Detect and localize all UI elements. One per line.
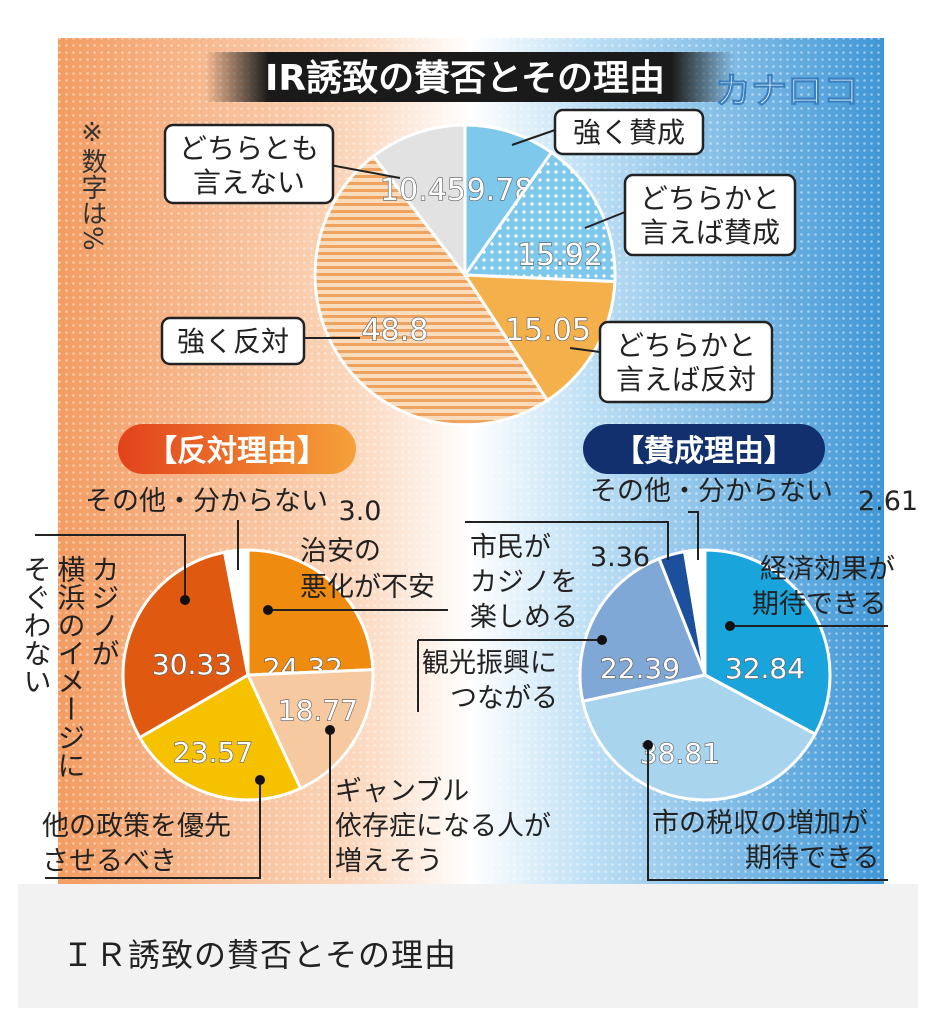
pie-overall: 9.78 15.92 15.05 48.8 10.45 (313, 123, 617, 427)
pie-value-label: 48.8 (362, 313, 429, 348)
pie-slice (245, 668, 375, 791)
label-support-economy-1: 経済効果が (760, 554, 895, 585)
pie-value-label: 30.33 (152, 648, 232, 681)
pie-support-reasons: 32.84 38.81 22.39 3.36 2.61 (578, 486, 918, 802)
label-support-citizens-1: 市民が (470, 532, 551, 563)
pie-value-label: 3.36 (590, 542, 650, 573)
pie-value-label: 32.84 (725, 652, 805, 685)
label-oppose-image: カジノが 横浜のイメージに そぐわない (20, 555, 121, 779)
pie-value-label: 38.81 (640, 737, 720, 770)
pie-value-label: 15.92 (517, 238, 603, 273)
svg-text:どちらかと: どちらかと (616, 329, 756, 362)
pie-slice (463, 123, 554, 280)
watermark-logo: カナロコ (715, 71, 859, 112)
pie-slice (246, 548, 375, 677)
pie-value-label: 22.39 (600, 652, 680, 685)
callout-somewhat-oppose: どちらかと 言えば反対 (598, 320, 774, 404)
pie-value-label: 10.45 (380, 173, 466, 208)
label-oppose-security-2: 悪化が不安 (300, 572, 435, 603)
leader-dots (180, 595, 735, 785)
label-support-tourism-2: つながる (450, 683, 558, 714)
label-oppose-other: その他・分からない (85, 486, 328, 517)
caption-box (18, 884, 918, 1008)
label-support-economy-2: 期待できる (752, 589, 886, 620)
pie-value-label: 23.57 (173, 736, 253, 769)
svg-text:そぐわない: そぐわない (20, 555, 53, 695)
label-support-tax-1: 市の税収の増加が (652, 808, 868, 839)
label-oppose-policy-1: 他の政策を優先 (42, 811, 231, 842)
label-oppose-gambling-1: ギャンブル (335, 776, 469, 807)
pie-value-label: 15.05 (505, 313, 591, 348)
label-support-citizens-3: 楽しめる (470, 602, 578, 633)
leader-lines (35, 129, 888, 881)
unit-note: ※数字は% (77, 118, 107, 251)
label-support-other: その他・分からない (590, 476, 833, 507)
tag-oppose-reasons: 【反対理由】 (118, 424, 356, 474)
svg-text:強く反対: 強く反対 (177, 325, 289, 358)
tag-support-reasons: 【賛成理由】 (583, 424, 825, 474)
pie-slice (222, 548, 250, 676)
title-bar (205, 52, 735, 102)
pie-slice (137, 672, 303, 802)
pie-value-label: 3.0 (339, 496, 382, 527)
callout-strong-support: 強く賛成 (553, 108, 705, 156)
pie-slice (578, 556, 708, 703)
pie-slice (462, 273, 617, 403)
pie-slice (462, 150, 617, 284)
pie-slice (121, 550, 250, 740)
pie-slice (371, 123, 467, 280)
svg-text:どちらかと: どちらかと (640, 182, 780, 215)
svg-text:【反対理由】: 【反対理由】 (147, 434, 327, 469)
label-support-tax-2: 期待できる (745, 843, 879, 874)
pie-slice (580, 673, 818, 802)
callout-neither: どちらとも 言えない (163, 123, 335, 205)
pie-slice (703, 548, 832, 737)
svg-text:強く賛成: 強く賛成 (573, 116, 685, 149)
image-caption: ＩＲ誘致の賛否とその理由 (62, 936, 458, 974)
callout-strong-oppose: 強く反対 (160, 316, 306, 366)
svg-text:言えない: 言えない (193, 166, 305, 199)
svg-text:どちらとも: どちらとも (179, 132, 319, 165)
label-oppose-security-1: 治安の (300, 536, 381, 567)
pie-slice (682, 548, 707, 676)
chart-title: IR誘致の賛否とその理由 (265, 58, 665, 99)
label-oppose-policy-2: させるべき (42, 846, 177, 877)
svg-text:カジノが: カジノが (88, 555, 121, 667)
callout-somewhat-support: どちらかと 言えば賛成 (623, 173, 797, 257)
svg-text:【賛成理由】: 【賛成理由】 (614, 434, 794, 469)
pie-slice (313, 154, 550, 427)
support-reason-labels: その他・分からない 市民が カジノを 楽しめる 観光振興に つながる 経済効果が… (422, 476, 895, 874)
callout-neither-line2: 言えない (193, 166, 305, 199)
label-oppose-gambling-3: 増えそう (335, 846, 443, 877)
callout-neither-line1: どちらとも (179, 132, 319, 165)
svg-text:言えば反対: 言えば反対 (616, 363, 756, 396)
label-support-citizens-2: カジノを (470, 567, 577, 598)
label-oppose-gambling-2: 依存症になる人が (335, 811, 551, 842)
pie-value-label: 2.61 (858, 486, 918, 517)
pie-value-label: 18.77 (278, 694, 358, 727)
svg-text:言えば賛成: 言えば賛成 (640, 216, 780, 249)
label-support-tourism-1: 観光振興に (422, 648, 557, 679)
oppose-reason-labels: その他・分からない カジノが 横浜のイメージに そぐわない 治安の 悪化が不安 … (20, 486, 552, 877)
pie-value-label: 9.78 (467, 173, 534, 208)
svg-text:横浜のイメージに: 横浜のイメージに (54, 555, 87, 779)
